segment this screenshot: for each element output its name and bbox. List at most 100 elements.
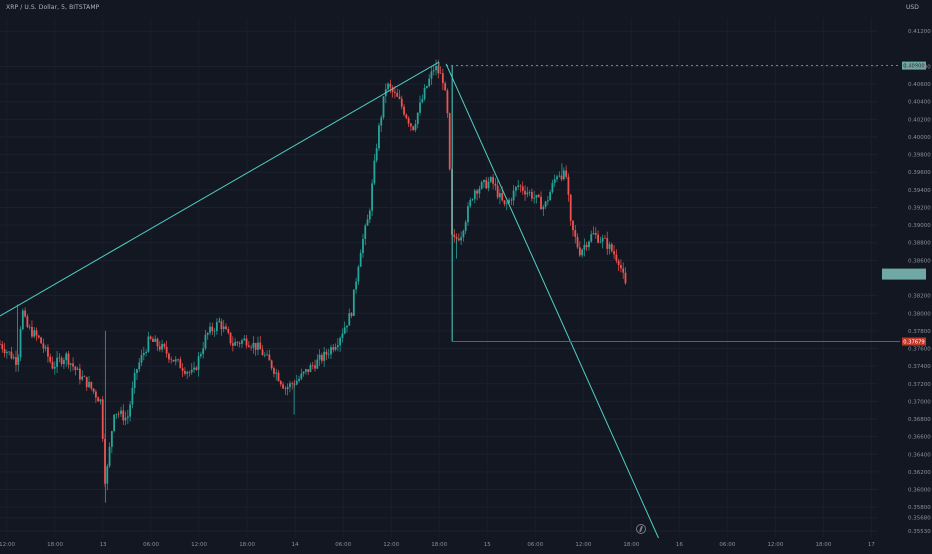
- candle-body: [608, 244, 611, 249]
- candle-body: [318, 354, 321, 360]
- candle-body: [599, 241, 602, 243]
- y-tick-label: 0.36600: [908, 435, 931, 441]
- candle-body: [389, 83, 392, 88]
- candle-body: [373, 160, 376, 184]
- candle-body: [257, 342, 259, 350]
- candle-body: [494, 183, 497, 186]
- y-tick-label: 0.40000: [908, 135, 931, 141]
- candle-body: [601, 238, 604, 242]
- candle-body: [421, 99, 424, 103]
- candle-body: [469, 200, 472, 207]
- y-tick-label: 0.39600: [908, 170, 931, 176]
- candle-body: [142, 353, 145, 356]
- candle-body: [471, 199, 474, 201]
- candle-body: [359, 253, 362, 267]
- x-tick-label: 12:00: [575, 542, 591, 548]
- candle-body: [211, 326, 214, 332]
- candle-body: [195, 367, 198, 370]
- candle-body: [177, 359, 179, 360]
- candle-body: [90, 381, 93, 389]
- candle-body: [108, 446, 111, 467]
- candle-body: [122, 410, 125, 421]
- candle-body: [53, 366, 56, 369]
- candle-body: [624, 272, 627, 284]
- candle-body: [544, 201, 547, 207]
- candle-body: [76, 368, 79, 370]
- candle-body: [67, 353, 70, 365]
- x-tick-label: 12:00: [191, 542, 207, 548]
- candle-body: [572, 220, 574, 231]
- candle-body: [250, 346, 253, 348]
- candle-body: [243, 338, 246, 341]
- candle-body: [519, 185, 522, 187]
- candle-body: [556, 176, 558, 180]
- candle-body: [115, 413, 118, 415]
- candle-body: [295, 380, 298, 385]
- candle-body: [117, 413, 120, 415]
- candle-body: [521, 186, 524, 191]
- candle-body: [5, 351, 8, 354]
- candle-body: [65, 353, 68, 361]
- x-tick-label: 06:00: [719, 542, 735, 548]
- candle-body: [204, 334, 207, 349]
- candle-body: [343, 327, 346, 334]
- candle-body: [348, 313, 351, 326]
- candle-body: [49, 356, 52, 362]
- x-tick-label: 06:00: [335, 542, 351, 548]
- candle-body: [517, 185, 520, 187]
- candle-body: [152, 338, 154, 342]
- candle-body: [325, 351, 328, 355]
- candle-body: [99, 399, 102, 402]
- candle-body: [263, 354, 266, 356]
- x-tick-label: 12:00: [383, 542, 399, 548]
- candle-body: [149, 336, 152, 339]
- candle-body: [327, 354, 330, 355]
- candle-body: [444, 83, 447, 91]
- candle-body: [508, 199, 510, 204]
- candle-body: [553, 179, 556, 184]
- candle-body: [147, 336, 150, 352]
- candle-body: [352, 289, 355, 316]
- candle-body: [316, 359, 319, 369]
- candle-body: [229, 332, 232, 344]
- candle-body: [282, 384, 284, 389]
- candle-body: [225, 326, 227, 330]
- candle-body: [15, 357, 17, 365]
- candle-body: [405, 114, 408, 119]
- y-tick-label: 0.35530: [908, 529, 931, 535]
- candle-body: [284, 388, 287, 390]
- y-tick-label: 0.40200: [908, 117, 931, 123]
- candle-body: [72, 363, 74, 367]
- candle-body: [184, 370, 186, 374]
- candle-body: [391, 87, 394, 92]
- candle-body: [26, 316, 29, 328]
- y-tick-label: 0.37600: [908, 347, 931, 353]
- candle-body: [537, 194, 540, 197]
- candle-body: [81, 376, 84, 380]
- candle-body: [530, 191, 533, 199]
- candle-body: [286, 387, 289, 390]
- candle-body: [193, 367, 195, 370]
- candle-body: [186, 372, 189, 374]
- candle-body: [92, 388, 95, 392]
- candle-body: [309, 364, 312, 372]
- y-tick-label: 0.39000: [908, 223, 931, 229]
- top-price-tag-label: 0.40800: [903, 64, 924, 70]
- candle-body: [238, 342, 241, 344]
- candle-body: [492, 177, 494, 184]
- candle-body: [419, 102, 421, 113]
- y-tick-label: 0.38000: [908, 311, 931, 317]
- candle-body: [432, 70, 435, 72]
- candle-body: [241, 340, 243, 344]
- x-tick-label: 06:00: [143, 542, 159, 548]
- candle-body: [145, 351, 147, 354]
- candle-body: [364, 225, 367, 239]
- candle-body: [542, 206, 545, 210]
- candle-body: [300, 373, 303, 379]
- candle-body: [259, 342, 262, 350]
- candle-body: [320, 354, 323, 361]
- candle-body: [357, 266, 360, 282]
- candle-body: [512, 190, 515, 201]
